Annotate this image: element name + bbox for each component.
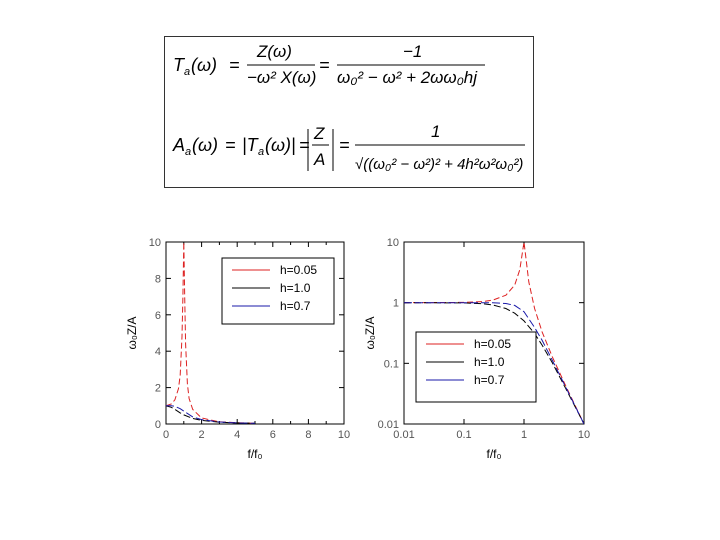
eq1-lhs: T xyxy=(173,55,186,75)
x-tick-label: 8 xyxy=(305,429,311,441)
x-axis-label: f/f₀ xyxy=(248,447,263,461)
eq1-equals-2: = xyxy=(319,55,330,75)
y-tick-label: 10 xyxy=(149,237,161,249)
y-tick-label: 4 xyxy=(155,346,161,358)
legend-label: h=1.0 xyxy=(474,355,505,369)
y-tick-label: 2 xyxy=(155,383,161,395)
eq1-frac2-num: −1 xyxy=(403,42,422,61)
eq1-lhs-sub: a xyxy=(184,66,190,78)
chart-loglog: 0.01 0.1 1 10 0.01 0.1 1 10 f/f₀ ω₀Z/A h=0.05 h=1.0… xyxy=(352,228,602,473)
x-tick-label: 10 xyxy=(338,429,350,441)
legend-label: h=0.7 xyxy=(280,299,311,313)
x-tick-label: 0 xyxy=(163,429,169,441)
y-axis-label: ω₀Z/A xyxy=(363,316,377,349)
series-line-h=0.7 xyxy=(404,302,584,424)
plot-frame xyxy=(403,241,585,425)
x-tick-label: 0.1 xyxy=(456,429,471,441)
eq2-abs: |T xyxy=(242,135,260,155)
x-tick-label: 10 xyxy=(578,429,590,441)
eq2-lhs-sub: a xyxy=(185,146,191,158)
chart-loglog-svg: 0.01 0.1 1 10 0.01 0.1 1 10 f/f₀ ω₀Z/A h=0.05 h=1.0… xyxy=(363,237,590,461)
series-line-h=0.05 xyxy=(166,242,256,424)
eq2-equals-3: = xyxy=(339,135,350,155)
x-tick-label: 1 xyxy=(521,429,527,441)
x-tick-label: 6 xyxy=(270,429,276,441)
series-line-h=1.0 xyxy=(404,302,584,424)
equation-amplitude: A a (ω) = |T a (ω)| = Z A = 1 √((ω₀² − ω… xyxy=(172,122,525,173)
eq2-arg: (ω) xyxy=(192,135,218,155)
x-tick-label: 0.01 xyxy=(393,429,414,441)
y-tick-label: 0.1 xyxy=(384,358,399,370)
legend-label: h=0.05 xyxy=(474,337,511,351)
y-tick-label: 0.01 xyxy=(378,419,399,431)
x-axis-label: f/f₀ xyxy=(487,447,502,461)
eq2-abs-sub: a xyxy=(258,146,264,158)
eq2-frac2-num: 1 xyxy=(431,122,440,141)
y-tick-label: 0 xyxy=(155,419,161,431)
eq2-frac1-den: A xyxy=(313,150,325,169)
legend-label: h=1.0 xyxy=(280,281,311,295)
y-tick-label: 8 xyxy=(155,273,161,285)
legend-label: h=0.05 xyxy=(280,263,317,277)
x-tick-label: 4 xyxy=(234,429,240,441)
formula-svg: T a (ω) = Z(ω) −ω² X(ω) = −1 ω₀² − ω² + … xyxy=(172,42,525,173)
chart-linear-svg: 0 2 4 6 8 10 0 2 4 6 8 10 f/f₀ ω₀Z/A h=0.05 h=1.0 h=0.7 xyxy=(125,237,350,461)
chart-linear: 0 2 4 6 8 10 0 2 4 6 8 10 f/f₀ ω₀Z/A h=0.05 h=1.0 h=0.7 xyxy=(110,228,350,473)
eq1-frac1-den: −ω² X(ω) xyxy=(247,68,316,87)
y-tick-label: 10 xyxy=(387,237,399,249)
eq2-abs-arg: (ω)| xyxy=(265,135,296,155)
series-line-h=0.05 xyxy=(404,242,584,424)
eq2-equals-2: = xyxy=(299,135,310,155)
legend-label: h=0.7 xyxy=(474,373,505,387)
eq2-frac1-num: Z xyxy=(313,124,325,143)
legend-box xyxy=(221,257,335,325)
formula-box: T a (ω) = Z(ω) −ω² X(ω) = −1 ω₀² − ω² + … xyxy=(164,36,534,188)
equation-transfer-function: T a (ω) = Z(ω) −ω² X(ω) = −1 ω₀² − ω² + … xyxy=(173,42,485,87)
eq1-frac1-num: Z(ω) xyxy=(256,42,292,61)
y-tick-label: 1 xyxy=(393,298,399,310)
series-line-h=1.0 xyxy=(166,405,256,424)
series-line-h=0.7 xyxy=(166,405,256,424)
eq1-frac2-den: ω₀² − ω² + 2ωω₀hj xyxy=(337,68,478,87)
eq2-equals-1: = xyxy=(225,135,236,155)
y-tick-label: 6 xyxy=(155,310,161,322)
eq2-frac2-den: √((ω₀² − ω²)² + 4h²ω²ω₀²) xyxy=(355,156,523,173)
y-axis-label: ω₀Z/A xyxy=(125,316,139,349)
x-tick-label: 2 xyxy=(199,429,205,441)
eq2-lhs: A xyxy=(172,135,185,155)
eq1-equals-1: = xyxy=(229,55,240,75)
eq1-arg: (ω) xyxy=(191,55,217,75)
